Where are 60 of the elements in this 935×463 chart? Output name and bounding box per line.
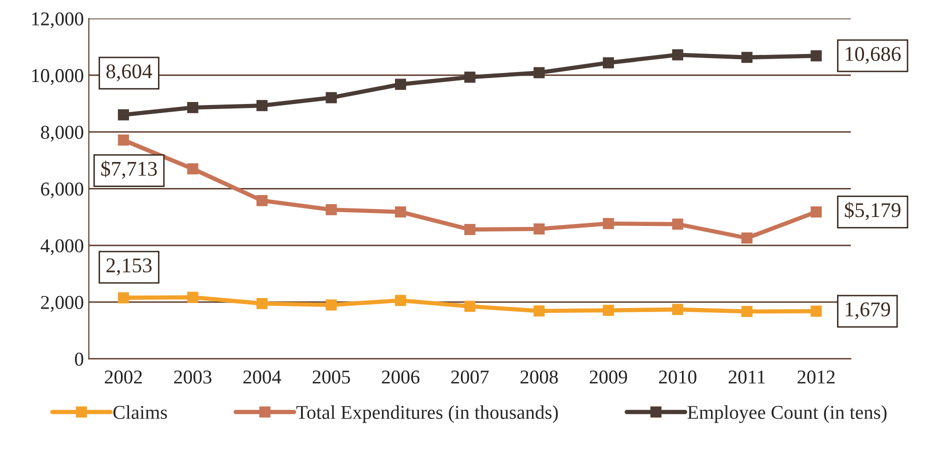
legend-label: Employee Count (in tens) xyxy=(688,405,887,423)
point xyxy=(326,299,337,310)
point xyxy=(810,306,822,317)
point xyxy=(118,292,130,304)
point xyxy=(810,206,822,218)
data-label: 1,679 xyxy=(846,302,890,320)
y-tick-label: 12,000 xyxy=(32,12,84,28)
y-tick-label: 4,000 xyxy=(40,239,84,256)
point xyxy=(741,232,752,244)
y-tick-label: 10,000 xyxy=(32,69,84,85)
legend-label: Total Expenditures (in thousands) xyxy=(296,405,558,423)
point xyxy=(395,78,406,90)
point xyxy=(602,304,614,316)
point xyxy=(602,218,614,230)
point xyxy=(534,223,545,234)
x-tick-label: 2008 xyxy=(520,370,558,384)
point xyxy=(326,92,337,104)
point xyxy=(672,49,684,60)
data-label: 2,153 xyxy=(106,258,152,276)
point xyxy=(464,300,476,312)
point xyxy=(534,67,545,78)
y-tick-label: 6,000 xyxy=(41,182,84,198)
y-tick-label: 2,000 xyxy=(41,296,84,312)
point xyxy=(187,163,198,174)
x-tick-label: 2010 xyxy=(659,370,696,384)
point xyxy=(602,57,614,68)
point xyxy=(672,304,684,316)
point xyxy=(534,305,545,316)
y-tick-label: 0 xyxy=(74,352,84,366)
point xyxy=(187,292,198,303)
x-tick-label: 2012 xyxy=(798,370,835,384)
data-label: $5,179 xyxy=(844,202,900,220)
point xyxy=(118,109,130,120)
point xyxy=(118,134,130,146)
data-label: $7,713 xyxy=(101,160,157,179)
x-tick-label: 2002 xyxy=(104,370,142,384)
x-tick-label: 2007 xyxy=(451,370,489,384)
point xyxy=(672,218,684,230)
x-tick-label: 2006 xyxy=(382,370,420,384)
point xyxy=(326,204,337,216)
data-label: 8,604 xyxy=(106,64,152,82)
point xyxy=(395,206,406,218)
data-label: 10,686 xyxy=(846,46,901,64)
legend-label: Claims xyxy=(113,405,167,419)
point xyxy=(464,72,476,83)
point xyxy=(187,102,198,114)
x-tick-label: 2011 xyxy=(728,370,765,384)
point xyxy=(256,100,268,112)
x-tick-label: 2005 xyxy=(312,370,350,384)
point xyxy=(256,298,268,310)
x-tick-label: 2009 xyxy=(590,370,628,384)
point xyxy=(395,294,406,306)
x-tick-label: 2003 xyxy=(174,370,212,384)
x-tick-label: 2004 xyxy=(243,370,282,384)
point xyxy=(741,52,752,63)
point xyxy=(256,195,268,206)
point xyxy=(464,224,476,236)
y-tick-label: 8,000 xyxy=(40,126,84,142)
point xyxy=(741,306,752,318)
point xyxy=(810,50,822,62)
